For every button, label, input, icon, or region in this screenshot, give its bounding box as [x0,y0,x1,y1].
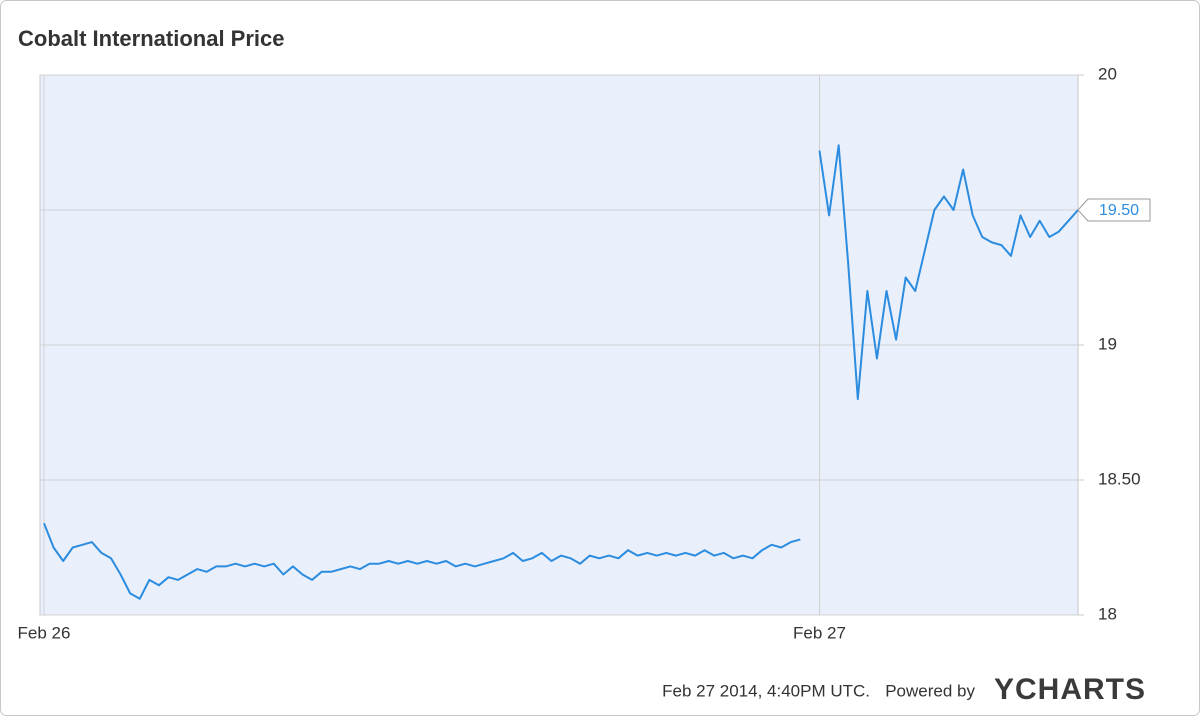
price-line [43,144,1079,600]
y-tick-label: 19 [1098,334,1117,353]
y-tick-label: 18.50 [1098,469,1141,488]
x-tick-label: Feb 26 [18,623,71,642]
footer-timestamp: Feb 27 2014, 4:40PM UTC. [662,681,870,700]
footer-powered-by: Powered by [885,681,975,700]
y-tick-label: 18 [1098,604,1117,623]
footer-logo: YCHARTS [994,673,1146,706]
chart-title: Cobalt International Price [18,26,285,51]
value-label-box [1077,198,1151,222]
x-tick-label: Feb 27 [793,623,846,642]
value-label: 19.50 [1099,202,1139,219]
y-tick-label: 20 [1098,64,1117,83]
